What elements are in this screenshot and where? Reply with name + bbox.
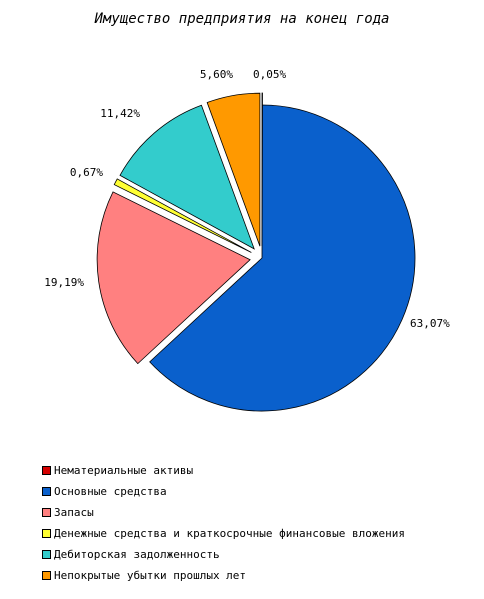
legend-label: Непокрытые убытки прошлых лет xyxy=(54,569,247,582)
legend-label: Нематериальные активы xyxy=(54,464,194,477)
legend-item-intangible-assets: Нематериальные активы xyxy=(42,460,482,481)
slice-label-receivables: 11,42% xyxy=(100,107,140,120)
pie-chart: 0,05% 63,07% 19,19% 0,67% 11,42% 5,60% xyxy=(44,68,450,412)
chart-legend: Нематериальные активы Основные средства За… xyxy=(42,460,482,586)
legend-label: Запасы xyxy=(54,506,94,519)
legend-swatch xyxy=(42,466,51,475)
legend-swatch xyxy=(42,571,51,580)
legend-label: Дебиторская задолженность xyxy=(54,548,220,561)
pie-slice-inventory xyxy=(96,191,251,365)
legend-item-uncovered-losses: Непокрытые убытки прошлых лет xyxy=(42,565,482,586)
pie-slice-receivables xyxy=(119,104,255,250)
legend-label: Денежные средства и краткосрочные финанс… xyxy=(54,527,405,540)
legend-item-cash: Денежные средства и краткосрочные финанс… xyxy=(42,523,482,544)
pie-slice-cash xyxy=(113,178,252,253)
legend-item-receivables: Дебиторская задолженность xyxy=(42,544,482,565)
legend-swatch xyxy=(42,508,51,517)
legend-swatch xyxy=(42,529,51,538)
slice-label-cash: 0,67% xyxy=(70,166,103,179)
legend-swatch xyxy=(42,487,51,496)
legend-label: Основные средства xyxy=(54,485,167,498)
pie-slice-uncovered-losses xyxy=(206,92,261,247)
chart-title: Имущество предприятия на конец года xyxy=(94,11,390,27)
slice-label-inventory: 19,19% xyxy=(44,276,84,289)
slice-label-intangible-assets: 0,05% xyxy=(253,68,286,81)
legend-item-fixed-assets: Основные средства xyxy=(42,481,482,502)
pie-slice-fixed-assets xyxy=(149,104,416,412)
slice-label-fixed-assets: 63,07% xyxy=(410,317,450,330)
legend-swatch xyxy=(42,550,51,559)
legend-item-inventory: Запасы xyxy=(42,502,482,523)
slice-label-uncovered-losses: 5,60% xyxy=(200,68,233,81)
